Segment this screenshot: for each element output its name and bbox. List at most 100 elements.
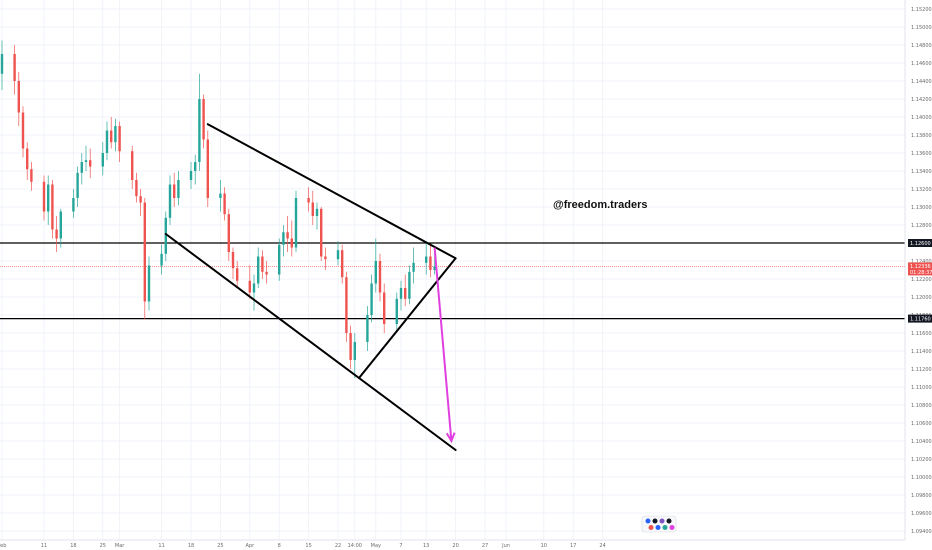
time-tick-label: Apr xyxy=(245,543,255,549)
candle-body xyxy=(0,54,4,74)
price-tick-label: 1.11200 xyxy=(911,367,932,373)
candle-body xyxy=(425,256,428,263)
price-tick-label: 1.12400 xyxy=(911,259,932,265)
candle xyxy=(282,225,285,257)
price-tick-label: 1.14600 xyxy=(911,61,932,67)
candle xyxy=(84,145,88,171)
candle-body xyxy=(114,126,117,143)
projection-arrow-line[interactable] xyxy=(433,247,453,442)
time-tick-label: 24 xyxy=(599,543,605,549)
candle-body xyxy=(336,250,340,260)
candle-body xyxy=(294,198,298,248)
price-tick-label: 1.12800 xyxy=(911,223,932,229)
candle-body xyxy=(278,244,281,275)
candle xyxy=(278,238,281,281)
candle-body xyxy=(189,171,193,180)
candle xyxy=(261,250,264,279)
candle xyxy=(17,72,20,126)
candle-body xyxy=(118,126,121,152)
candle xyxy=(336,241,340,266)
candle xyxy=(59,208,62,248)
candle-body xyxy=(345,277,348,333)
candle-body xyxy=(261,256,264,272)
candle xyxy=(189,162,193,189)
candle xyxy=(252,274,256,311)
candle xyxy=(194,154,197,185)
price-tick-label: 1.13400 xyxy=(911,169,932,175)
price-tick-label: 1.12000 xyxy=(911,295,932,301)
time-tick-label: 15 xyxy=(305,543,311,549)
candle-body xyxy=(101,153,104,167)
level-price-tag xyxy=(908,314,932,323)
candle-body xyxy=(374,261,377,284)
time-tick-label: 22 xyxy=(335,543,341,549)
trendline[interactable] xyxy=(206,123,457,260)
horizontal-levels xyxy=(0,242,905,320)
price-tick-label: 1.13000 xyxy=(911,205,932,211)
candle-body xyxy=(164,217,167,254)
time-tick-label: 11 xyxy=(41,543,47,549)
candle-body xyxy=(395,298,398,324)
time-tick-label: Feb xyxy=(0,543,6,549)
candle-body xyxy=(219,193,222,198)
candle xyxy=(101,142,104,176)
candle xyxy=(378,253,382,302)
price-tick-label: 1.09400 xyxy=(911,529,932,535)
price-tick-label: 1.14200 xyxy=(911,97,932,103)
candle xyxy=(42,175,46,221)
time-tick-label: 25 xyxy=(100,543,106,549)
candle-body xyxy=(353,342,356,360)
candle xyxy=(51,180,54,239)
candle-body xyxy=(194,162,197,171)
candle xyxy=(395,292,398,332)
candle xyxy=(135,172,138,203)
candle xyxy=(294,190,298,252)
candle xyxy=(147,256,151,311)
price-tick-label: 1.14400 xyxy=(911,79,932,85)
candle xyxy=(257,247,260,288)
candle xyxy=(139,189,142,216)
candle xyxy=(198,73,201,171)
candle-body xyxy=(160,253,163,266)
level-price-label: 1.12600 xyxy=(910,241,931,247)
candle-body xyxy=(21,112,25,149)
candle-body xyxy=(378,261,382,293)
candle xyxy=(399,280,403,311)
candle xyxy=(248,265,251,299)
price-tick-label: 1.09600 xyxy=(911,511,932,517)
candle xyxy=(366,306,369,351)
candle-body xyxy=(248,280,251,293)
countdown-timer-label: 01:28:37 xyxy=(910,270,932,276)
candle xyxy=(118,121,121,162)
candle xyxy=(320,207,323,261)
candle-body xyxy=(324,256,327,260)
grid-layer xyxy=(0,0,905,540)
candle-body xyxy=(399,288,403,299)
candle xyxy=(173,172,176,207)
trendlines xyxy=(164,123,457,451)
candle-body xyxy=(315,208,319,216)
price-tick-label: 1.11000 xyxy=(911,385,932,391)
candle xyxy=(223,187,226,221)
candle xyxy=(429,244,432,278)
price-tick-label: 1.13800 xyxy=(911,133,932,139)
candle xyxy=(231,247,235,279)
candle xyxy=(383,283,386,333)
price-tick-label: 1.10400 xyxy=(911,439,932,445)
candle-body xyxy=(223,193,226,215)
candle xyxy=(290,220,293,257)
candle xyxy=(160,244,163,275)
candle xyxy=(202,94,205,149)
candle xyxy=(168,175,172,225)
candle xyxy=(72,189,75,218)
trendline[interactable] xyxy=(358,257,457,379)
candle-body xyxy=(139,196,142,203)
trendline[interactable] xyxy=(164,233,457,451)
candle xyxy=(76,166,79,207)
level-price-tag xyxy=(908,239,932,247)
candle xyxy=(374,238,377,293)
candle-body xyxy=(408,271,411,299)
